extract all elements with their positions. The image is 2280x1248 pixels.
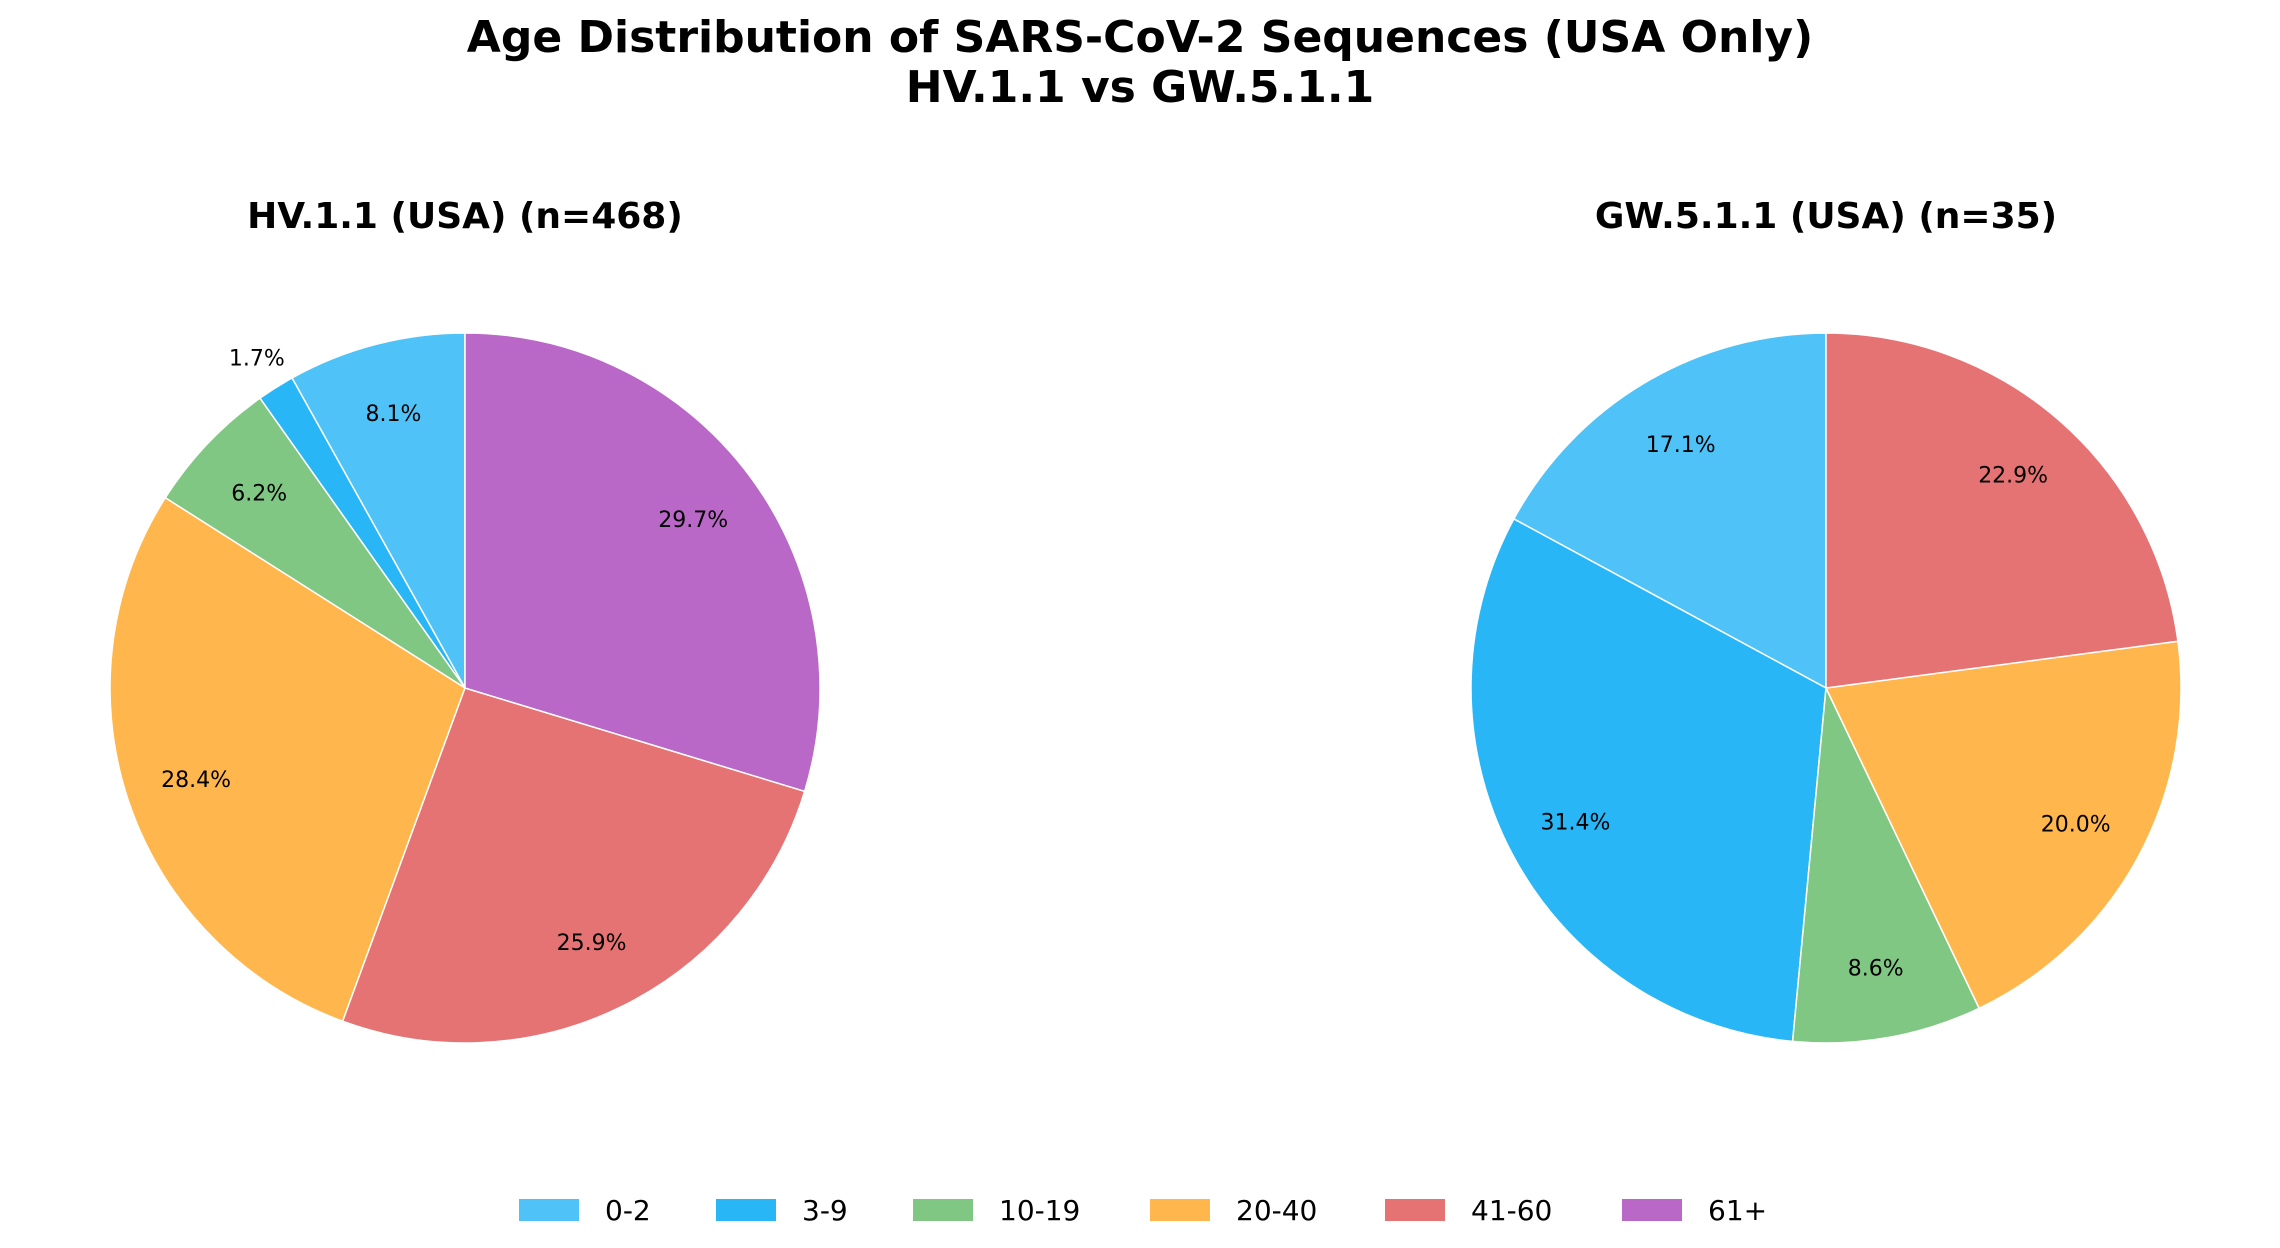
legend-label-10-19: 10-19 <box>999 1194 1080 1227</box>
slice-label-10-19: 6.2% <box>231 481 287 506</box>
legend-swatch-61+ <box>1622 1199 1682 1221</box>
slice-label-3-9: 31.4% <box>1540 811 1610 836</box>
legend-swatch-0-2 <box>519 1199 579 1221</box>
legend-label-20-40: 20-40 <box>1236 1194 1317 1227</box>
slice-label-20-40: 28.4% <box>161 768 231 793</box>
slice-label-0-2: 17.1% <box>1646 433 1716 458</box>
legend-swatch-3-9 <box>716 1199 776 1221</box>
pie-slice-0-2 <box>1512 332 1827 690</box>
slice-label-41-60: 22.9% <box>1978 463 2048 488</box>
legend-swatch-20-40 <box>1150 1199 1210 1221</box>
chart-title-line-1: Age Distribution of SARS-CoV-2 Sequences… <box>467 12 1813 63</box>
pie-slice-20-40 <box>1824 640 2182 1010</box>
pie-slice-10-19 <box>164 397 466 689</box>
slice-label-0-2: 8.1% <box>366 402 422 427</box>
slice-label-61+: 29.7% <box>658 508 728 533</box>
slice-label-10-19: 8.6% <box>1848 957 1904 982</box>
legend-label-3-9: 3-9 <box>802 1194 848 1227</box>
pie-slice-10-19 <box>1791 685 1981 1044</box>
legend-label-61+: 61+ <box>1708 1194 1767 1227</box>
left-pie: 8.1% 1.7% 6.2% 28.4% 25.9% 29.7% <box>109 332 821 1044</box>
legend-swatch-41-60 <box>1385 1199 1445 1221</box>
right-pie-title: GW.5.1.1 (USA) (n=35) <box>1595 196 2057 237</box>
pie-slice-0-2 <box>291 332 466 691</box>
right-pie: 17.1% 31.4% 8.6% 20.0% 22.9% <box>1470 332 2182 1044</box>
legend-label-41-60: 41-60 <box>1471 1194 1552 1227</box>
chart-title-line-2: HV.1.1 vs GW.5.1.1 <box>906 62 1374 113</box>
left-pie-title: HV.1.1 (USA) (n=468) <box>247 196 683 237</box>
pie-slice-3-9 <box>1470 517 1827 1043</box>
pie-slice-41-60 <box>1825 332 2179 689</box>
legend-swatch-10-19 <box>913 1199 973 1221</box>
slice-label-41-60: 25.9% <box>557 931 627 956</box>
pie-slice-61+ <box>464 332 821 793</box>
pie-slice-20-40 <box>109 496 466 1023</box>
pie-slice-41-60 <box>341 687 806 1044</box>
legend: 0-2 3-9 10-19 20-40 41-60 61+ <box>519 1194 1767 1227</box>
slice-label-3-9: 1.7% <box>229 347 285 372</box>
legend-label-0-2: 0-2 <box>605 1194 651 1227</box>
slice-label-20-40: 20.0% <box>2041 812 2111 837</box>
